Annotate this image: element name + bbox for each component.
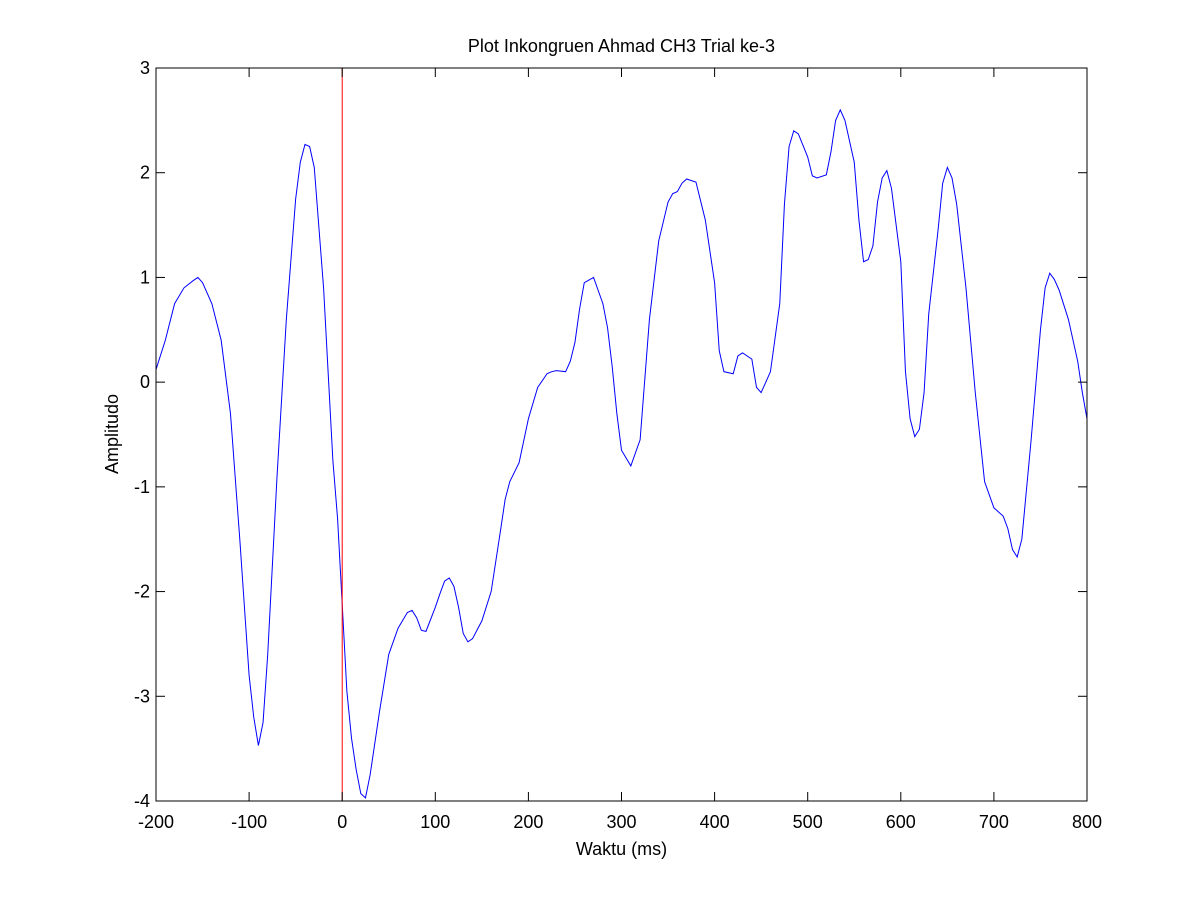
x-tick-label: 400 bbox=[700, 812, 730, 832]
y-tick-label: 2 bbox=[140, 163, 150, 183]
x-axis-label: Waktu (ms) bbox=[576, 839, 667, 859]
y-tick-label: 1 bbox=[140, 267, 150, 287]
chart-title: Plot Inkongruen Ahmad CH3 Trial ke-3 bbox=[468, 36, 775, 56]
y-tick-label: 0 bbox=[140, 372, 150, 392]
y-tick-label: 3 bbox=[140, 58, 150, 78]
x-tick-label: -200 bbox=[138, 812, 174, 832]
signal-line bbox=[155, 108, 1088, 799]
x-tick-label: 100 bbox=[420, 812, 450, 832]
x-tick-label: 800 bbox=[1072, 812, 1102, 832]
x-tick-label: -100 bbox=[231, 812, 267, 832]
x-tick-label: 300 bbox=[606, 812, 636, 832]
x-tick-label: 200 bbox=[513, 812, 543, 832]
y-axis-label: Amplitudo bbox=[102, 394, 122, 474]
x-tick-label: 700 bbox=[979, 812, 1009, 832]
y-tick-label: -1 bbox=[134, 477, 150, 497]
y-tick-label: -2 bbox=[134, 582, 150, 602]
y-tick-label: -3 bbox=[134, 686, 150, 706]
tick-layer: -200 -100 0 100 200 300 400 500 600 700 800 -4 -3 -2 -… bbox=[134, 58, 1102, 832]
series-layer bbox=[155, 68, 1088, 801]
x-tick-label: 0 bbox=[337, 812, 347, 832]
y-tick-label: -4 bbox=[134, 791, 150, 811]
x-tick-label: 600 bbox=[886, 812, 916, 832]
plot-area bbox=[156, 68, 1087, 801]
x-tick-label: 500 bbox=[793, 812, 823, 832]
